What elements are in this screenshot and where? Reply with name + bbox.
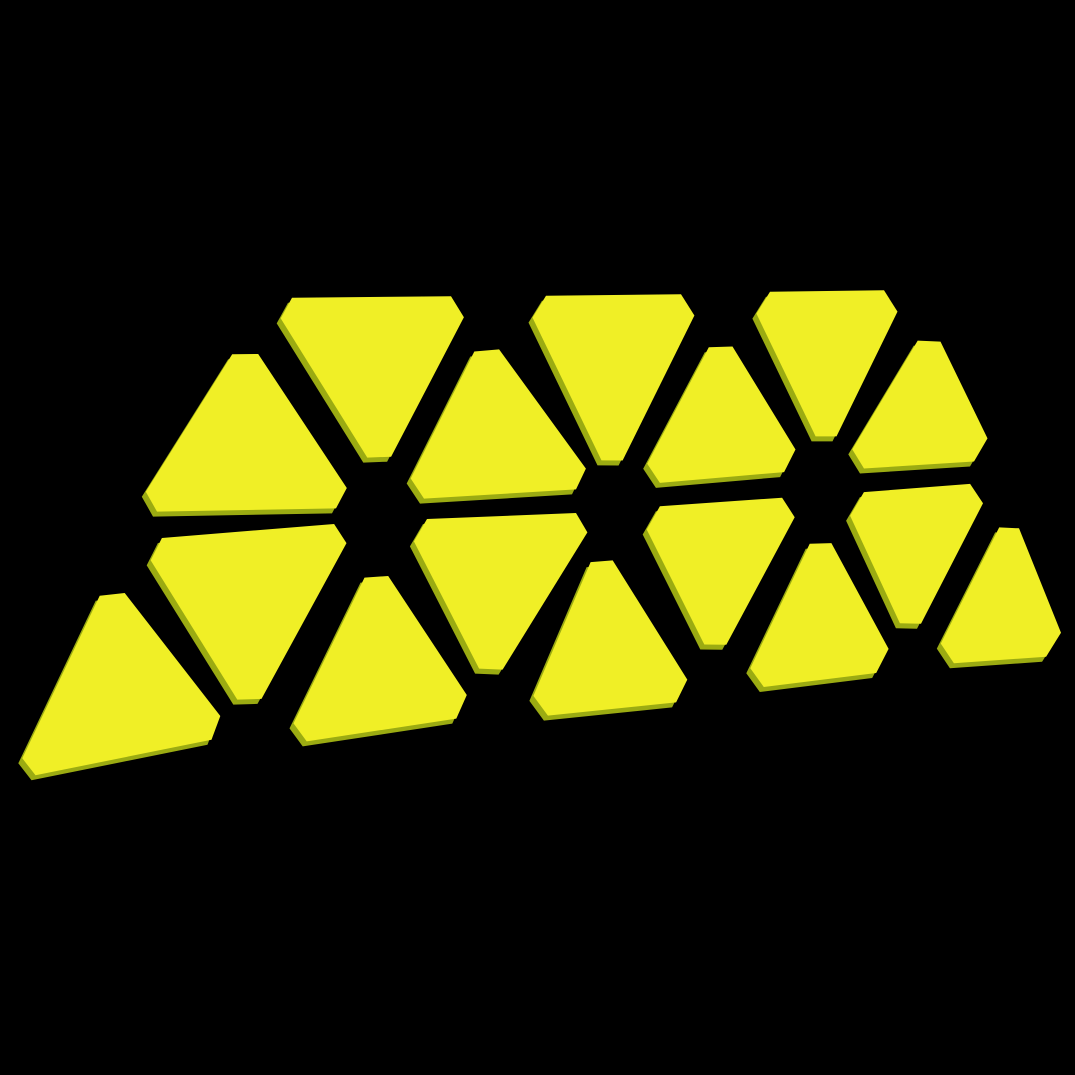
triangle-panel-2 — [410, 349, 586, 499]
triangle-panel-6 — [532, 294, 695, 461]
triangle-panel-16 — [940, 527, 1061, 664]
triangle-panel-12 — [22, 593, 221, 776]
triangle-panel-1 — [145, 354, 347, 512]
triangle-panel-9 — [413, 513, 588, 670]
triangle-panel-7 — [756, 290, 898, 437]
triangle-panel-15 — [750, 543, 889, 687]
triangle-panel-3 — [647, 346, 796, 483]
triangle-panel-10 — [646, 497, 795, 645]
triangle-panel-4 — [852, 340, 988, 469]
triangle-panel-13 — [293, 576, 467, 742]
triangle-panel-8 — [150, 524, 347, 700]
triangle-panel-14 — [533, 560, 688, 716]
triangle-panel-11 — [850, 483, 983, 624]
triangle-panel-5 — [280, 296, 464, 458]
